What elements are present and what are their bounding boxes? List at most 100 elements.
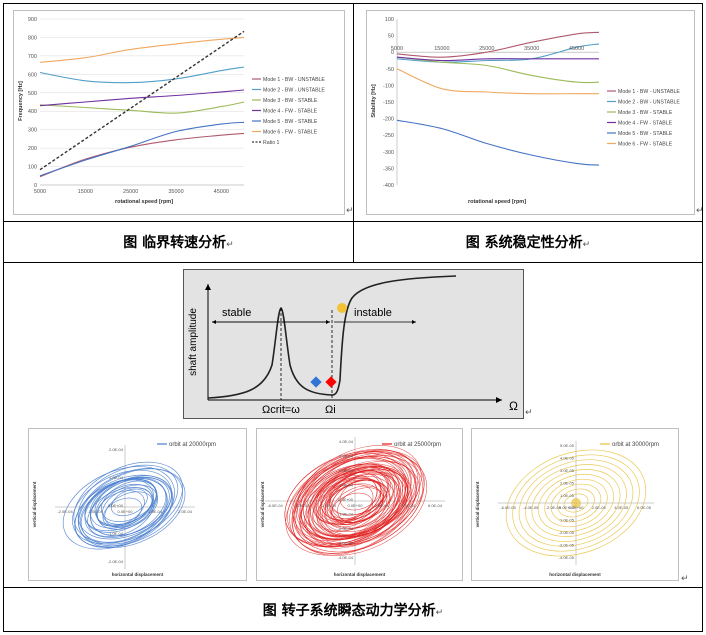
orbit3-x-tick-label: -6.0E-05 — [500, 505, 516, 510]
orbit1-orbit-loop — [62, 466, 175, 550]
orbit2-x-tick-label: 6.0E-04 — [428, 503, 443, 508]
stab-legend-entry: Mode 5 - BW - STABLE — [618, 131, 673, 137]
orbit2-x-tick-label: -2.0E-04 — [321, 503, 337, 508]
orbit3-orbit-loop — [557, 488, 595, 518]
stab-x-tick-label: 25000 — [479, 46, 494, 52]
orbit2-orbit-loop — [285, 456, 417, 556]
orbit2-y-axis-label: vertical displacement — [260, 481, 265, 527]
orbit2-x-tick-label: 0.0E+00 — [347, 503, 363, 508]
transient-caption: 图 转子系统瞬态动力学分析↵ — [262, 603, 444, 619]
stab-y-tick-label: -400 — [383, 183, 394, 189]
stability-chart: 100 50 0 -50 -100 -150 -200 -250 -300 -350 -400 50… — [371, 17, 680, 205]
freq-x-tick-label: 25000 — [123, 189, 138, 195]
orbit2-orbit-loop — [328, 470, 389, 516]
orbit1-orbit-loop — [102, 487, 153, 525]
stable-label: stable — [222, 307, 251, 319]
orbit2-y-tick-label: -2.0E-04 — [338, 526, 354, 531]
freq-y-tick-label: 500 — [28, 91, 37, 97]
orbit3-y-tick-label: -4.0E-05 — [559, 555, 575, 560]
return-mark: ↵ — [525, 408, 533, 418]
orbit3-y-tick-label: -1.0E-05 — [559, 518, 575, 523]
orbit-30000-panel: -6.0E-05 -4.0E-05 -2.0E-05 0.0E+00 2.0E-05 4.… — [471, 428, 679, 581]
stab-y-tick-label: -50 — [386, 67, 394, 73]
stab-y-tick-label: -200 — [383, 117, 394, 123]
resonance-schematic: stable instable Ωcrit=ω Ωi Ω shaft ampli… — [188, 275, 518, 416]
stab-y-tick-label: -250 — [383, 133, 394, 139]
orbit3-x-tick-label: 0.0E+00 — [568, 505, 584, 510]
freq-y-tick-label: 900 — [28, 17, 37, 23]
orbit2-orbit-loop — [316, 479, 391, 536]
orbit2-orbit-loop — [327, 473, 400, 529]
freq-x-tick-label: 45000 — [214, 189, 229, 195]
orbit2-orbit-loop — [315, 464, 395, 525]
stab-x-tick-label: 5000 — [391, 46, 403, 52]
orbit3-orbit-loop — [563, 493, 589, 513]
stab-series-line — [396, 68, 599, 95]
orbit1-x-tick-label: 1.0E-04 — [148, 509, 163, 514]
freq-x-tick-label: 5000 — [34, 189, 46, 195]
orbit2-orbit-loop — [330, 479, 387, 523]
orbit1-y-tick-label: 0.0E+00 — [108, 503, 124, 508]
orbit1-x-axis-label: horizontal displacement — [112, 572, 164, 577]
orbit2-orbit-loop — [297, 445, 422, 540]
orbit1-x-tick-label: 0.0E+00 — [117, 509, 133, 514]
orbit1-orbit-loop — [78, 468, 186, 548]
orbit3-y-tick-label: 0.0E+00 — [559, 505, 575, 510]
orbit-20000-panel: -2.0E-04 -1.0E-04 0.0E+00 1.0E-04 2.0E-04 2.0… — [28, 428, 247, 581]
orbit3-y-tick-label: 2.0E-05 — [560, 480, 575, 485]
orbit2-y-tick-label: -4.0E-04 — [338, 555, 354, 560]
frequency-caption: 图 临界转速分析↵ — [123, 235, 234, 251]
freq-x-tick-label: 35000 — [168, 189, 183, 195]
stab-y-tick-label: 50 — [388, 34, 394, 40]
orbit3-y-axis-label: vertical displacement — [475, 481, 480, 527]
table-cell-caption-bottom — [3, 587, 703, 632]
orbit3-center-dot — [571, 498, 581, 508]
orbit1-legend-entry: orbit at 20000rpm — [169, 442, 216, 448]
frequency-y-axis-label: Frequency [Hz] — [18, 81, 24, 121]
orbit-25000-panel: -6.0E-04 -4.0E-04 -2.0E-04 0.0E+00 2.0E-04 4.… — [256, 428, 463, 581]
freq-y-tick-label: 600 — [28, 72, 37, 78]
freq-series-line — [39, 66, 245, 84]
resonance-schematic-panel: stable instable Ωcrit=ω Ωi Ω shaft ampli… — [183, 269, 524, 419]
orbit3-orbit-loop — [512, 454, 640, 552]
freq-legend-entry: Mode 1 - BW - UNSTABLE — [263, 77, 325, 83]
freq-legend-entry: Mode 3 - BW - STABLE — [263, 98, 318, 104]
orbit2-x-tick-label: 2.0E-04 — [375, 503, 390, 508]
stability-caption: 图 系统稳定性分析↵ — [465, 235, 591, 251]
freq-y-tick-label: 700 — [28, 54, 37, 60]
stab-y-tick-label: 100 — [385, 17, 394, 23]
orbit2-y-tick-label: 1.0E-04 — [339, 483, 354, 488]
freq-y-tick-label: 800 — [28, 35, 37, 41]
freq-series-line — [39, 30, 245, 171]
orbit1-y-tick-label: 1.0E-04 — [109, 475, 124, 480]
freq-y-tick-label: 300 — [28, 128, 37, 134]
orbit1-x-tick-label: 2.0E-04 — [178, 509, 193, 514]
omega-crit-label: Ωcrit=ω — [262, 404, 300, 416]
orbit3-y-tick-label: 5.0E-05 — [560, 443, 575, 448]
stab-x-tick-label: 35000 — [524, 46, 539, 52]
return-mark: ↵ — [346, 206, 354, 216]
orbit2-y-tick-label: -3.0E-04 — [338, 541, 354, 546]
orbit2-orbit-loop — [314, 472, 385, 526]
freq-y-tick-label: 400 — [28, 109, 37, 115]
orbit3-y-tick-label: 1.0E-05 — [560, 493, 575, 498]
frequency-caption-text: 图 临界转速分析 — [123, 235, 227, 251]
freq-legend-entry: Mode 5 - BW - STABLE — [263, 119, 318, 125]
orbit3-y-tick-label: 4.0E-05 — [560, 455, 575, 460]
orbit2-x-axis-label: horizontal displacement — [334, 572, 386, 577]
orbit2-x-tick-label: -4.0E-04 — [294, 503, 310, 508]
orbit-30000-chart: -6.0E-05 -4.0E-05 -2.0E-05 0.0E+00 2.0E-05 4.… — [475, 441, 659, 577]
orbit1-orbit-loop — [110, 488, 148, 517]
orbit2-orbit-loop — [309, 461, 420, 546]
stability-caption-text: 图 系统稳定性分析 — [465, 235, 583, 251]
freq-series-line — [39, 36, 245, 63]
orbit1-y-tick-label: -2.0E-04 — [108, 559, 124, 564]
orbit-20000-chart: -2.0E-04 -1.0E-04 0.0E+00 1.0E-04 2.0E-04 2.0… — [32, 442, 216, 577]
orbit1-y-tick-label: 2.0E-04 — [109, 447, 124, 452]
transient-caption-text: 图 转子系统瞬态动力学分析 — [262, 603, 436, 619]
freq-series-line — [39, 132, 245, 178]
orbit3-orbit-loop — [518, 459, 634, 547]
stab-legend-entry: Mode 1 - BW - UNSTABLE — [618, 89, 680, 95]
orbit2-orbit-loop — [329, 473, 394, 523]
orbit2-orbit-loop — [284, 450, 412, 547]
